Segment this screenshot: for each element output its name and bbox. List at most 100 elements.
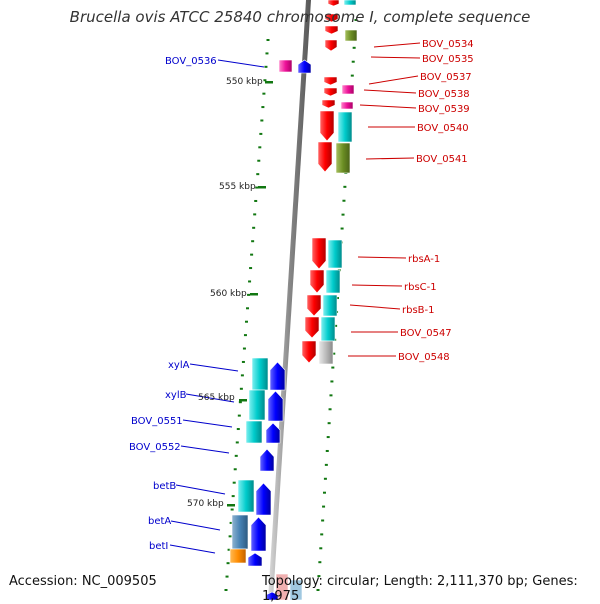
scale-tick <box>250 293 258 296</box>
forward-gene-arrow <box>323 87 338 97</box>
map-title: Brucella ovis ATCC 25840 chromosome I, c… <box>69 8 531 26</box>
label-leader <box>368 75 419 85</box>
cog-box <box>325 269 341 294</box>
label-leader <box>189 363 239 372</box>
label-leader <box>351 284 403 287</box>
label-leader <box>373 42 421 48</box>
forward-gene-arrow <box>324 13 339 23</box>
tick-mark <box>225 575 229 578</box>
tick-mark <box>324 463 328 466</box>
gene-label-reverse: BOV_0536 <box>165 56 217 67</box>
tick-mark <box>317 575 321 578</box>
tick-mark <box>237 414 241 417</box>
gene-label-forward: BOV_0538 <box>418 89 470 100</box>
scale-tick <box>258 186 266 189</box>
cog-box <box>237 479 255 513</box>
gene-label-reverse: BOV_0552 <box>129 442 181 453</box>
tick-mark <box>335 297 339 300</box>
gene-label-forward: rbsB-1 <box>402 305 435 316</box>
label-leader <box>180 445 230 454</box>
tick-mark <box>249 267 253 270</box>
tick-mark <box>233 468 237 471</box>
tick-mark <box>329 394 333 397</box>
tick-mark <box>257 159 261 162</box>
reverse-gene-arrow <box>269 361 286 391</box>
forward-gene-arrow <box>321 99 336 109</box>
tick-mark <box>264 65 268 68</box>
cog-box <box>278 59 293 73</box>
label-leader <box>359 104 417 109</box>
tick-mark <box>343 185 347 188</box>
tick-mark <box>341 213 345 216</box>
label-leader <box>185 393 235 403</box>
cog-box <box>337 111 353 143</box>
tick-mark <box>342 199 346 202</box>
tick-mark <box>242 347 246 350</box>
tick-mark <box>323 477 327 480</box>
reverse-gene-arrow <box>265 591 279 600</box>
tick-mark <box>244 320 248 323</box>
backbone-band <box>268 0 311 600</box>
forward-gene-arrow <box>306 294 322 317</box>
tick-mark <box>350 74 354 77</box>
cog-box <box>340 101 354 110</box>
tick-mark <box>258 146 262 149</box>
tick-mark <box>252 226 256 229</box>
cog-box <box>251 357 269 391</box>
tick-mark <box>259 132 263 135</box>
tick-mark <box>248 280 252 283</box>
tick-marks <box>224 19 358 591</box>
cog-box <box>248 389 266 421</box>
accession-text: Accession: NC_009505 <box>9 574 157 589</box>
cog-box <box>341 84 355 95</box>
forward-gene-arrow <box>304 316 320 339</box>
tick-mark <box>322 505 326 508</box>
gene-label-reverse: betA <box>148 516 171 527</box>
tick-mark <box>232 481 236 484</box>
scale-label: 550 kbp <box>226 77 263 87</box>
tick-mark <box>224 589 228 591</box>
scale-tick <box>227 504 235 507</box>
label-leader <box>357 256 407 259</box>
gene-label-reverse: BOV_0551 <box>131 416 183 427</box>
gene-label-forward: BOV_0535 <box>422 54 474 65</box>
gene-label-forward: BOV_0541 <box>416 154 468 165</box>
label-leader <box>349 304 401 310</box>
tick-mark <box>254 199 258 202</box>
forward-gene-arrow <box>327 0 340 7</box>
tick-mark <box>316 589 320 591</box>
gene-label-forward: BOV_0534 <box>422 39 474 50</box>
cog-box <box>344 29 358 42</box>
label-leader <box>182 419 233 428</box>
tick-mark <box>266 39 270 41</box>
tick-mark <box>354 19 358 21</box>
cog-box <box>335 142 351 174</box>
tick-mark <box>253 213 257 216</box>
reverse-gene-arrow <box>259 448 275 472</box>
forward-gene-arrow <box>311 237 327 270</box>
forward-gene-arrow <box>317 141 333 173</box>
reverse-gene-arrow <box>247 552 263 567</box>
scale-label: 565 kbp <box>198 393 235 403</box>
tick-mark <box>255 186 259 189</box>
tick-mark <box>227 548 231 551</box>
tick-mark <box>261 106 265 109</box>
tick-mark <box>328 408 332 411</box>
tick-mark <box>251 240 255 243</box>
cog-box <box>343 0 357 6</box>
gene-label-forward: BOV_0548 <box>398 352 450 363</box>
gene-label-forward: rbsA-1 <box>408 254 440 265</box>
gene-features <box>229 0 358 600</box>
scale-tick <box>239 399 247 402</box>
gene-labels: BOV_0534 BOV_0535 BOV_0537 BOV_0538 BOV_0539… <box>129 39 474 552</box>
forward-gene-arrow <box>324 39 338 52</box>
reverse-gene-arrow <box>265 422 281 444</box>
gene-label-forward: BOV_0547 <box>400 328 452 339</box>
scale-label: 555 kbp <box>219 182 256 192</box>
tick-mark <box>241 360 245 363</box>
tick-mark <box>230 508 234 511</box>
tick-mark <box>231 495 235 498</box>
tick-mark <box>246 307 250 310</box>
cog-box <box>231 514 249 550</box>
